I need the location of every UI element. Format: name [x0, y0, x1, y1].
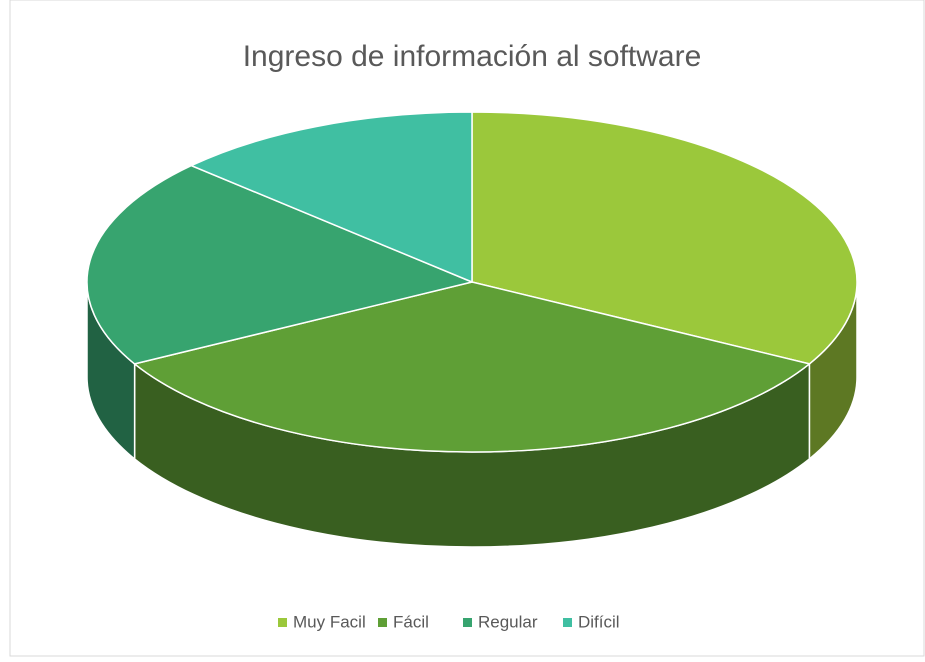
chart-title: Ingreso de información al software — [243, 40, 702, 73]
legend-label: Regular — [478, 612, 538, 631]
legend-swatch — [278, 618, 287, 627]
chart-frame — [9, 0, 925, 657]
legend-label: Fácil — [393, 612, 429, 631]
legend-swatch — [463, 618, 472, 627]
pie-slice — [132, 281, 812, 453]
pie-slice — [189, 111, 473, 284]
legend-label: Muy Facil — [293, 612, 366, 631]
pie-slice — [86, 164, 475, 365]
pie-slice — [471, 111, 858, 365]
legend-swatch — [563, 618, 572, 627]
legend-label: Difícil — [578, 612, 620, 631]
legend-swatch — [378, 618, 387, 627]
